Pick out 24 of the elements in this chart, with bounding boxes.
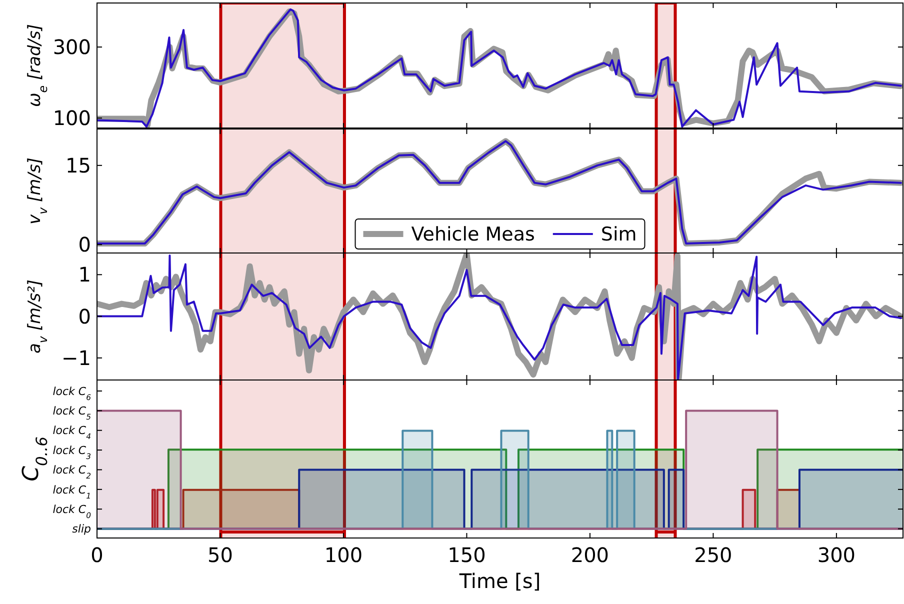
x-axis-title: Time [s]: [458, 569, 541, 593]
text: lock C$_{2}$: [52, 464, 92, 480]
y-tick-label: 1: [78, 262, 91, 287]
y-tick-label: −1: [62, 346, 91, 370]
text: lock C$_{6}$: [52, 384, 92, 402]
legend-label: Vehicle Meas: [411, 224, 535, 246]
text: lock C$_{0}$: [52, 502, 92, 520]
x-tick-label: 250: [694, 543, 732, 567]
text: lock C$_{1}$: [52, 483, 91, 500]
text: slip: [72, 522, 92, 536]
x-tick-label: 200: [570, 543, 610, 567]
x-tick-label: 150: [448, 543, 486, 567]
y-tick-label: 300: [52, 35, 91, 60]
y-tick-label: 0: [78, 304, 91, 328]
x-tick-label: 300: [817, 543, 856, 567]
text: lock C$_{3}$: [52, 444, 92, 460]
text: lock C$_{4}$: [52, 424, 92, 441]
x-tick-label: 50: [208, 543, 233, 567]
text: lock C$_{5}$: [52, 404, 92, 422]
legend-label: Sim: [600, 224, 637, 246]
y-tick-label: 0: [78, 232, 91, 257]
y-tick-label: 100: [52, 106, 91, 130]
x-tick-label: 100: [324, 543, 363, 567]
y-tick-label: 15: [66, 153, 91, 178]
